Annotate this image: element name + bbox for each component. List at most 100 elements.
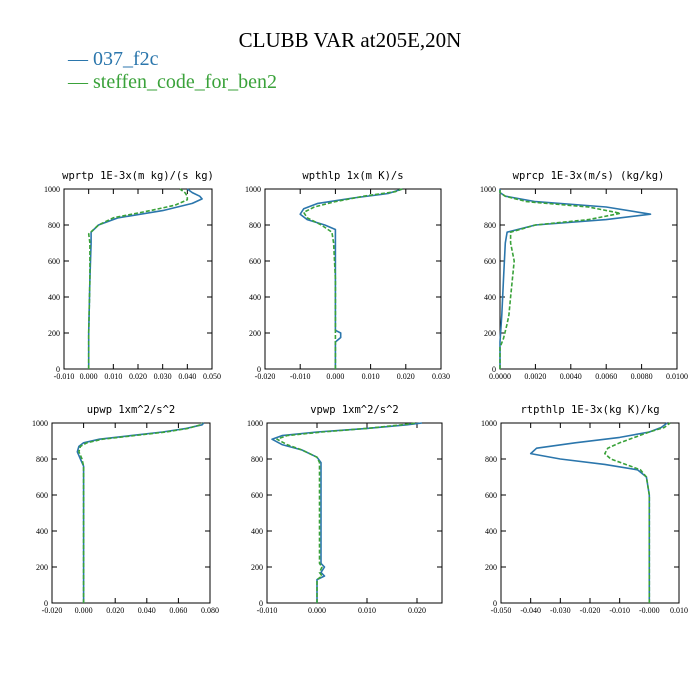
y-tick-label: 0: [493, 599, 497, 608]
x-tick-label: 0.000: [326, 372, 344, 381]
x-tick-label: 0.060: [169, 606, 187, 615]
x-tick-label: -0.050: [491, 606, 512, 615]
y-tick-label: 600: [251, 491, 263, 500]
x-tick-label: 0.000: [75, 606, 93, 615]
panel-title: wprcp 1E-3x(m/s) (kg/kg): [513, 170, 665, 182]
y-tick-label: 400: [251, 527, 263, 536]
panel-3: upwp 1xm^2/s^2 -0.020 0.000 0.020 0.040 0.060…: [32, 404, 219, 615]
x-tick-label: -0.020: [42, 606, 63, 615]
y-tick-label: 1000: [480, 185, 496, 194]
series-line-037-f2c: [529, 422, 668, 603]
y-tick-label: 400: [485, 527, 497, 536]
series-line-037-f2c: [299, 188, 403, 369]
x-tick-label: 0.050: [203, 372, 221, 381]
y-tick-label: 1000: [245, 185, 261, 194]
x-tick-label: 0.010: [362, 372, 380, 381]
x-tick-label: -0.020: [255, 372, 276, 381]
y-tick-label: 400: [484, 293, 496, 302]
x-tick-label: 0.010: [670, 606, 688, 615]
plot-frame: [264, 188, 442, 370]
x-tick-label: -0.010: [290, 372, 311, 381]
legend-entry-steffen-code: — steffen_code_for_ben2: [68, 71, 277, 94]
y-tick-label: 400: [36, 527, 48, 536]
plot-frame: [500, 422, 680, 604]
series-line-037-f2c: [499, 189, 652, 369]
y-tick-label: 200: [48, 329, 60, 338]
x-tick-label: -0.040: [520, 606, 541, 615]
series-line-steffen-code: [604, 422, 671, 603]
y-tick-label: 1000: [247, 419, 263, 428]
panel-title: upwp 1xm^2/s^2: [87, 404, 176, 416]
y-tick-label: 0: [257, 365, 261, 374]
legend-label: 037_f2c: [93, 48, 159, 70]
x-tick-label: 0.000: [308, 606, 326, 615]
x-tick-label: 0.010: [358, 606, 376, 615]
y-tick-label: 0: [492, 365, 496, 374]
y-tick-label: 1000: [32, 419, 48, 428]
x-tick-label: -0.020: [580, 606, 601, 615]
series-line-steffen-code: [87, 188, 189, 369]
x-tick-label: -0.010: [609, 606, 630, 615]
y-tick-label: 800: [48, 221, 60, 230]
y-tick-label: 600: [484, 257, 496, 266]
legend-label: steffen_code_for_ben2: [93, 71, 278, 93]
x-tick-label: -0.010: [54, 372, 75, 381]
figure-title: CLUBB VAR at205E,20N: [238, 28, 462, 52]
y-tick-label: 0: [56, 365, 60, 374]
x-tick-label: -0.010: [257, 606, 278, 615]
legend-line-sample: —: [68, 48, 93, 70]
series-line-037-f2c: [76, 422, 205, 603]
panel-title: wpthlp 1x(m K)/s: [302, 170, 403, 182]
panel-title: rtpthlp 1E-3x(kg K)/kg: [520, 404, 659, 416]
y-tick-label: 800: [484, 221, 496, 230]
y-tick-label: 400: [48, 293, 60, 302]
series-line-steffen-code: [499, 189, 622, 369]
series-line-steffen-code: [276, 422, 418, 603]
y-tick-label: 800: [249, 221, 261, 230]
y-tick-label: 1000: [481, 419, 497, 428]
x-tick-label: 0.0100: [666, 372, 688, 381]
panel-5: rtpthlp 1E-3x(kg K)/kg -0.050 -0.040 -0.030…: [481, 404, 688, 615]
x-tick-label: 0.020: [106, 606, 124, 615]
x-tick-label: 0.0080: [631, 372, 653, 381]
x-tick-label: 0.030: [154, 372, 172, 381]
panel-1: wpthlp 1x(m K)/s -0.020 -0.010 0.000 0.010 0.…: [245, 170, 450, 381]
panel-2: wprcp 1E-3x(m/s) (kg/kg) 0.0000 0.0020 0.00…: [480, 170, 688, 381]
x-tick-label: 0.000: [80, 372, 98, 381]
x-tick-label: 0.0040: [560, 372, 582, 381]
y-tick-label: 800: [36, 455, 48, 464]
y-tick-label: 800: [485, 455, 497, 464]
y-tick-label: 400: [249, 293, 261, 302]
x-tick-label: 0.020: [397, 372, 415, 381]
y-tick-label: 800: [251, 455, 263, 464]
y-tick-label: 200: [485, 563, 497, 572]
panel-0: wprtp 1E-3x(m kg)/(s kg) -0.010 0.000 0.010…: [44, 170, 221, 381]
x-tick-label: 0.010: [104, 372, 122, 381]
series-line-steffen-code: [78, 422, 203, 603]
panel-4: vpwp 1xm^2/s^2 -0.010 0.000 0.010 0.020 0 200 4…: [247, 404, 443, 615]
legend-entry-037-f2c: — 037_f2c: [68, 48, 159, 71]
x-tick-label: 0.0020: [524, 372, 546, 381]
x-tick-label: 0.030: [432, 372, 450, 381]
series-line-037-f2c: [87, 188, 203, 369]
legend-line-sample: —: [68, 71, 93, 93]
y-tick-label: 200: [249, 329, 261, 338]
y-tick-label: 600: [485, 491, 497, 500]
panel-title: vpwp 1xm^2/s^2: [310, 404, 399, 416]
y-tick-label: 0: [44, 599, 48, 608]
x-tick-label: 0.040: [178, 372, 196, 381]
x-tick-label: 0.0000: [489, 372, 511, 381]
y-tick-label: 200: [484, 329, 496, 338]
panel-title: wprtp 1E-3x(m kg)/(s kg): [62, 170, 214, 182]
x-tick-label: 0.0060: [595, 372, 617, 381]
y-tick-label: 200: [36, 563, 48, 572]
x-tick-label: 0.020: [408, 606, 426, 615]
x-tick-label: -0.000: [639, 606, 660, 615]
plot-frame: [63, 188, 213, 370]
plot-frame: [266, 422, 443, 604]
series-line-steffen-code: [302, 188, 403, 369]
y-tick-label: 200: [251, 563, 263, 572]
x-tick-label: 0.080: [201, 606, 219, 615]
y-tick-label: 1000: [44, 185, 60, 194]
